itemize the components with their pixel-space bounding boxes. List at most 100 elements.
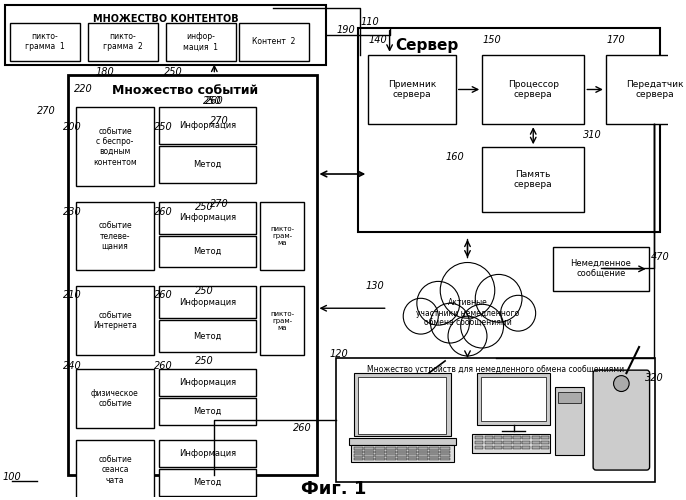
Bar xyxy=(541,436,549,440)
Bar xyxy=(158,146,256,183)
Bar xyxy=(628,460,638,464)
Bar xyxy=(353,458,364,460)
Bar xyxy=(482,147,584,212)
Bar xyxy=(165,23,236,60)
Text: Передатчик
сервера: Передатчик сервера xyxy=(626,80,683,99)
Bar xyxy=(477,373,550,425)
Text: 260: 260 xyxy=(205,96,224,106)
Text: Метод: Метод xyxy=(193,406,222,416)
Text: 270: 270 xyxy=(38,106,56,117)
Bar xyxy=(485,436,493,440)
Text: 150: 150 xyxy=(482,35,501,45)
Bar xyxy=(76,202,154,270)
Bar xyxy=(558,392,582,403)
Text: Метод: Метод xyxy=(193,160,222,169)
Bar xyxy=(397,451,407,454)
Bar xyxy=(158,286,256,318)
Text: Метод: Метод xyxy=(193,478,222,487)
Text: Метод: Метод xyxy=(193,332,222,340)
Bar xyxy=(475,436,484,440)
Bar xyxy=(407,448,417,450)
Bar xyxy=(397,454,407,457)
Text: 140: 140 xyxy=(368,35,388,45)
Text: Активные
участники немедленного
обмена сообщениями: Активные участники немедленного обмена с… xyxy=(416,298,519,328)
Bar xyxy=(351,446,454,462)
Text: 170: 170 xyxy=(606,35,625,45)
Circle shape xyxy=(501,296,536,331)
Text: 250: 250 xyxy=(196,202,214,212)
Bar xyxy=(628,450,638,453)
Bar xyxy=(375,458,385,460)
Text: Память
сервера: Память сервера xyxy=(514,170,552,189)
Text: 250: 250 xyxy=(196,356,214,366)
Bar xyxy=(512,446,521,449)
Bar xyxy=(475,446,484,449)
Text: 240: 240 xyxy=(62,361,82,371)
Bar xyxy=(88,23,158,60)
Bar xyxy=(10,23,80,60)
Bar xyxy=(397,448,407,450)
Bar xyxy=(475,441,484,444)
Bar xyxy=(158,202,256,234)
Bar xyxy=(485,446,493,449)
Text: Приемник
сервера: Приемник сервера xyxy=(388,80,436,99)
Circle shape xyxy=(448,316,487,356)
Text: 260: 260 xyxy=(292,422,311,432)
Text: Сервер: Сервер xyxy=(395,38,458,53)
Bar xyxy=(260,286,304,355)
Text: 180: 180 xyxy=(96,66,115,76)
Bar xyxy=(358,28,661,232)
Bar xyxy=(336,358,655,482)
Bar xyxy=(348,438,456,446)
Text: 250: 250 xyxy=(154,122,173,132)
Bar xyxy=(504,446,512,449)
Text: Информация: Информация xyxy=(179,298,236,307)
Text: 270: 270 xyxy=(210,116,228,126)
Text: Фиг. 1: Фиг. 1 xyxy=(301,480,367,498)
Bar xyxy=(407,458,417,460)
Bar xyxy=(504,441,512,444)
Bar xyxy=(158,320,256,352)
Text: Информация: Информация xyxy=(179,214,236,222)
Bar xyxy=(76,440,154,499)
Text: 270: 270 xyxy=(210,199,228,209)
Bar xyxy=(512,441,521,444)
Bar xyxy=(481,377,546,421)
Bar xyxy=(504,436,512,440)
Bar xyxy=(615,450,624,453)
Text: событие
с беспро-
водным
контентом: событие с беспро- водным контентом xyxy=(93,126,137,167)
Bar xyxy=(76,108,154,186)
Bar xyxy=(260,202,304,270)
Bar xyxy=(494,441,502,444)
Text: Информация: Информация xyxy=(179,450,236,458)
Circle shape xyxy=(475,274,522,322)
Text: Множество событий: Множество событий xyxy=(112,84,258,97)
Text: 220: 220 xyxy=(73,84,92,94)
Bar xyxy=(5,5,327,64)
Bar xyxy=(440,454,450,457)
Text: 110: 110 xyxy=(361,17,379,27)
Bar xyxy=(158,236,256,268)
Text: 190: 190 xyxy=(336,25,355,35)
Bar xyxy=(522,436,530,440)
Bar xyxy=(418,448,428,450)
Bar xyxy=(601,454,611,458)
Circle shape xyxy=(461,304,504,348)
Bar xyxy=(418,454,428,457)
Bar xyxy=(375,451,385,454)
Text: событие
телеве-
щания: событие телеве- щания xyxy=(98,222,132,251)
Bar xyxy=(532,441,540,444)
Circle shape xyxy=(403,298,438,334)
Bar xyxy=(158,398,256,424)
Bar xyxy=(628,454,638,458)
Text: Множество устройств для немедленного обмена сообщениями: Множество устройств для немедленного обм… xyxy=(367,366,624,374)
Bar xyxy=(440,451,450,454)
Text: пикто-
грам-
ма: пикто- грам- ма xyxy=(270,310,294,330)
Text: 100: 100 xyxy=(2,472,21,482)
Bar xyxy=(555,387,584,455)
Bar xyxy=(386,448,396,450)
Text: 320: 320 xyxy=(645,373,664,383)
Bar xyxy=(68,74,316,475)
Text: Немедленное
сообщение: Немедленное сообщение xyxy=(571,260,631,278)
Bar xyxy=(158,108,256,144)
